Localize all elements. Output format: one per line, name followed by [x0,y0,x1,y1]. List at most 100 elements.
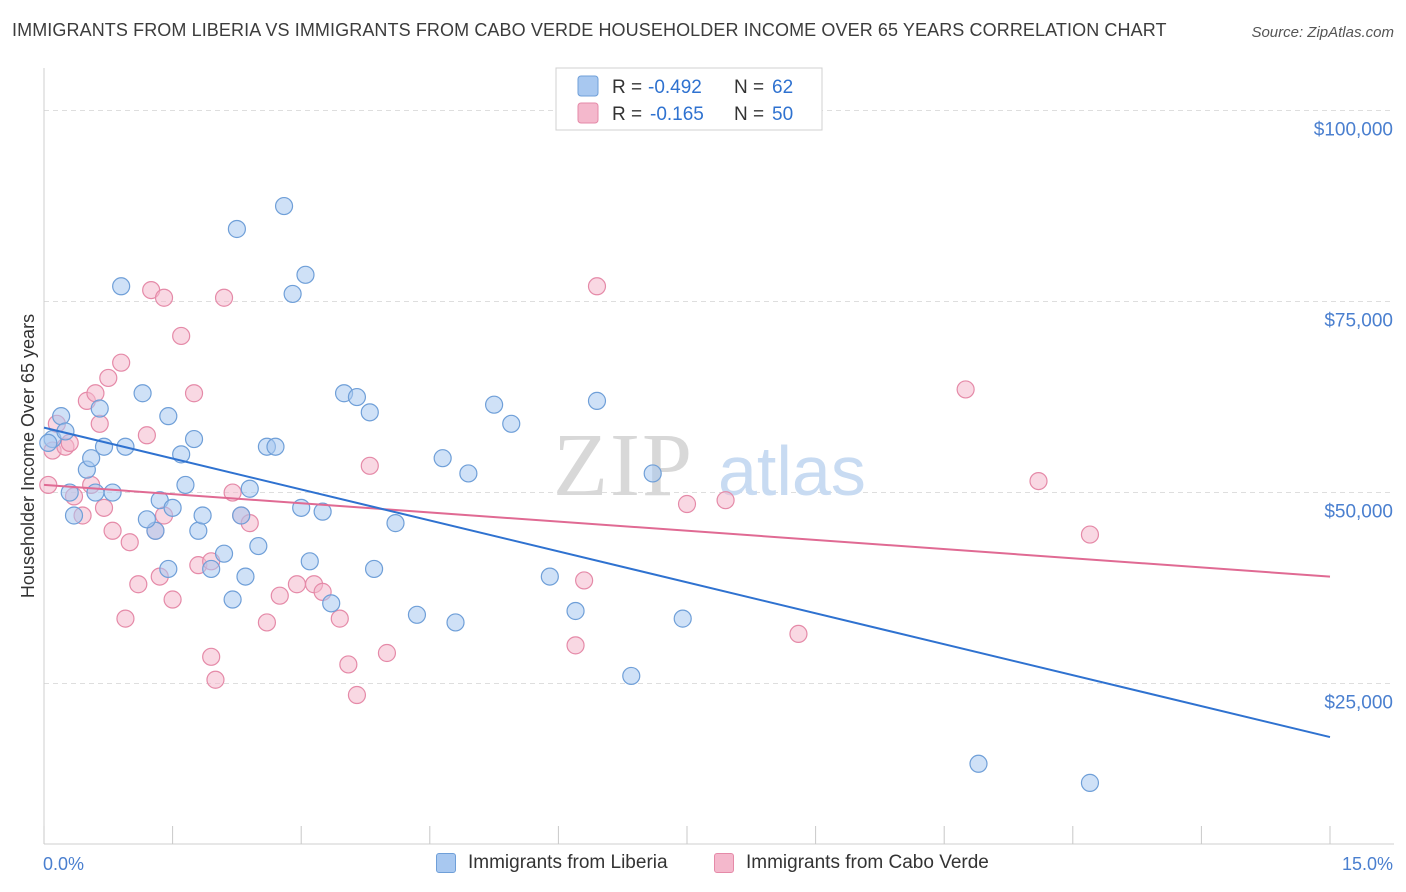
y-tick-labels: $25,000 $50,000 $75,000 $100,000 [1314,120,1393,714]
data-point [103,521,122,540]
data-point [137,426,156,445]
data-point [364,559,384,579]
trend-lines [43,426,1331,739]
data-point [39,433,58,452]
data-point [274,196,294,216]
x-tick-label-min: 0.0% [43,854,84,874]
x-tick-label-max: 15.0% [1342,854,1393,874]
series-liberia-points [39,196,1100,792]
data-point [223,590,242,609]
data-point [116,609,135,628]
grid-lines [44,110,1394,685]
legend-swatch-liberia [577,75,599,97]
data-point [485,395,504,414]
legend-n-value-1: 62 [772,77,793,98]
legend-item-liberia[interactable]: Immigrants from Liberia [436,852,668,874]
legend-r-value-2: -0.165 [650,104,704,125]
data-point [339,655,358,674]
data-point [184,384,204,403]
data-point [566,601,585,621]
data-point [716,491,735,510]
data-point [622,666,641,686]
data-point [163,498,182,517]
data-point [193,506,212,525]
data-point [214,544,234,563]
data-point [257,613,277,632]
data-point [433,449,452,468]
data-point [459,464,478,483]
data-point [163,590,182,609]
legend-label: Immigrants from Liberia [468,852,668,873]
data-point [360,456,379,475]
data-point [86,483,105,502]
data-point [322,594,341,613]
source-label: Source: ZipAtlas.com [1251,24,1394,41]
data-point [677,494,697,514]
data-point [330,609,349,628]
data-point [347,685,367,705]
data-point [446,613,465,632]
data-point [227,219,246,239]
data-point [377,643,397,663]
data-point [249,536,268,556]
data-point [969,754,988,773]
data-point [189,521,208,540]
data-point [184,429,204,449]
data-point [86,384,105,403]
legend-n-label-2: N = [734,104,764,125]
y-tick-label: $25,000 [1324,693,1393,714]
data-point [287,575,307,594]
data-point [540,567,559,586]
data-point [223,483,242,502]
trend-line-liberia [43,426,1331,739]
data-point [159,407,178,426]
y-tick-label: $75,000 [1324,311,1393,332]
legend-swatch [436,853,456,873]
data-point [172,326,191,346]
data-point [386,514,405,533]
data-point [502,414,521,433]
data-point [587,277,607,296]
y-axis-label: Householder Income Over 65 years [18,314,38,598]
legend-r-label-2: R = [612,104,642,125]
legend-item-cabo-verde[interactable]: Immigrants from Cabo Verde [714,852,989,874]
data-point [673,609,692,628]
data-point [112,277,131,296]
data-point [154,288,174,307]
data-point [643,464,662,483]
data-point [60,483,79,502]
data-point [90,399,109,418]
data-point [232,506,251,525]
legend-swatch [714,853,734,873]
data-point [575,571,594,590]
data-point [133,384,152,403]
legend-r-value-1: -0.492 [648,77,702,98]
axes [43,68,1394,845]
data-point [956,380,975,399]
y-tick-label: $100,000 [1314,120,1393,141]
data-point [64,506,84,525]
data-point [296,265,315,284]
trend-line-cabo-verde [43,483,1331,578]
data-point [120,533,139,552]
data-point [360,403,379,422]
data-point [566,636,585,655]
chart-title: IMMIGRANTS FROM LIBERIA VS IMMIGRANTS FR… [12,20,1167,40]
data-point [202,647,221,666]
data-point [1029,472,1048,491]
data-point [789,624,808,644]
legend-swatch-cabo-verde [577,102,599,124]
legend-n-label-1: N = [734,77,764,98]
data-point [94,498,114,517]
y-tick-label: $50,000 [1324,502,1393,523]
data-point [129,575,148,594]
data-point [159,559,178,579]
data-point [300,552,319,571]
data-point [266,437,285,456]
data-point [1080,525,1100,544]
data-point [137,510,156,529]
data-point [103,483,122,502]
data-point [214,288,234,307]
data-point [347,387,367,407]
